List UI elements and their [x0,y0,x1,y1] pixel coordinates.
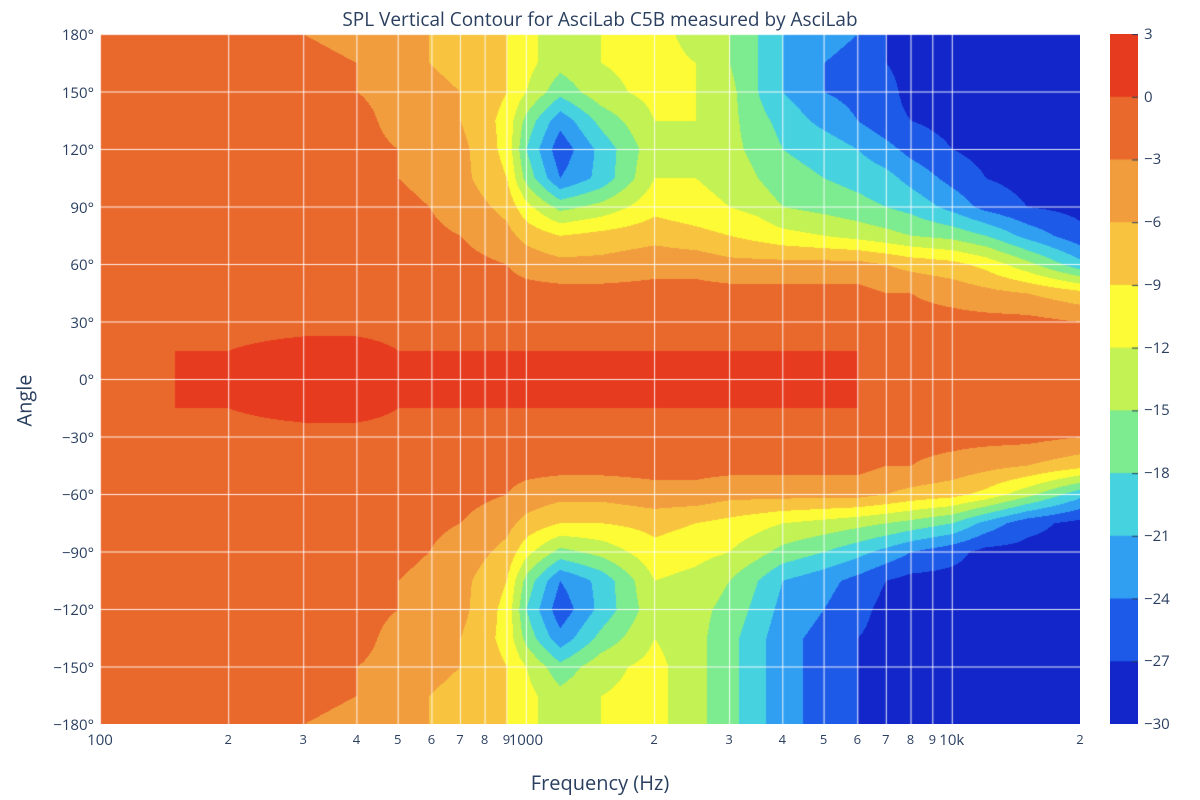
y-tick-label: −30° [14,428,94,448]
x-tick-label: 100 [87,730,113,750]
x-tick-minor-label: 2 [1076,730,1083,748]
grid-canvas [100,34,1080,724]
chart-title: SPL Vertical Contour for AsciLab C5B mea… [0,6,1200,32]
colorbar-tick-label: −6 [1144,212,1194,232]
x-tick-minor-label: 3 [725,730,732,748]
x-tick-minor-label: 7 [882,730,889,748]
x-tick-minor-label: 6 [854,730,861,748]
colorbar-tick-label: −27 [1144,651,1194,671]
x-tick-minor-label: 9 [929,730,936,748]
y-tick-label: 180° [14,25,94,45]
colorbar-tick-label: −3 [1144,149,1194,169]
colorbar-tick-label: −9 [1144,275,1194,295]
y-tick-label: −90° [14,543,94,563]
y-tick-label: −180° [14,715,94,735]
colorbar-tick-label: −15 [1144,400,1194,420]
colorbar-tick-label: −12 [1144,338,1194,358]
y-tick-label: 120° [14,140,94,160]
y-tick-label: −60° [14,485,94,505]
x-tick-minor-label: 8 [481,730,488,748]
colorbar-tick-label: −21 [1144,526,1194,546]
y-tick-label: 60° [14,255,94,275]
x-tick-minor-label: 9 [503,730,510,748]
colorbar-tick-label: −30 [1144,714,1194,734]
colorbar-tick-label: 0 [1144,87,1194,107]
colorbar-tick-label: −24 [1144,589,1194,609]
y-axis-label: Angle [10,0,38,800]
x-tick-minor-label: 5 [820,730,827,748]
colorbar-tick-label: −18 [1144,463,1194,483]
x-tick-minor-label: 4 [353,730,360,748]
colorbar-tick-label: 3 [1144,24,1194,44]
x-tick-label: 1000 [509,730,543,750]
y-tick-label: −120° [14,600,94,620]
x-tick-minor-label: 2 [224,730,231,748]
x-axis-label: Frequency (Hz) [0,769,1200,796]
colorbar [1110,34,1138,724]
x-tick-minor-label: 6 [428,730,435,748]
y-tick-label: 30° [14,313,94,333]
x-tick-minor-label: 2 [650,730,657,748]
y-tick-label: 0° [14,370,94,390]
x-tick-minor-label: 3 [299,730,306,748]
y-tick-label: 150° [14,83,94,103]
plot-area [100,34,1080,724]
x-tick-minor-label: 4 [779,730,786,748]
y-tick-label: 90° [14,198,94,218]
x-tick-label: 10k [939,730,964,750]
y-tick-label: −150° [14,658,94,678]
x-tick-minor-label: 7 [456,730,463,748]
chart-root: SPL Vertical Contour for AsciLab C5B mea… [0,0,1200,800]
x-tick-minor-label: 5 [394,730,401,748]
x-tick-minor-label: 8 [907,730,914,748]
